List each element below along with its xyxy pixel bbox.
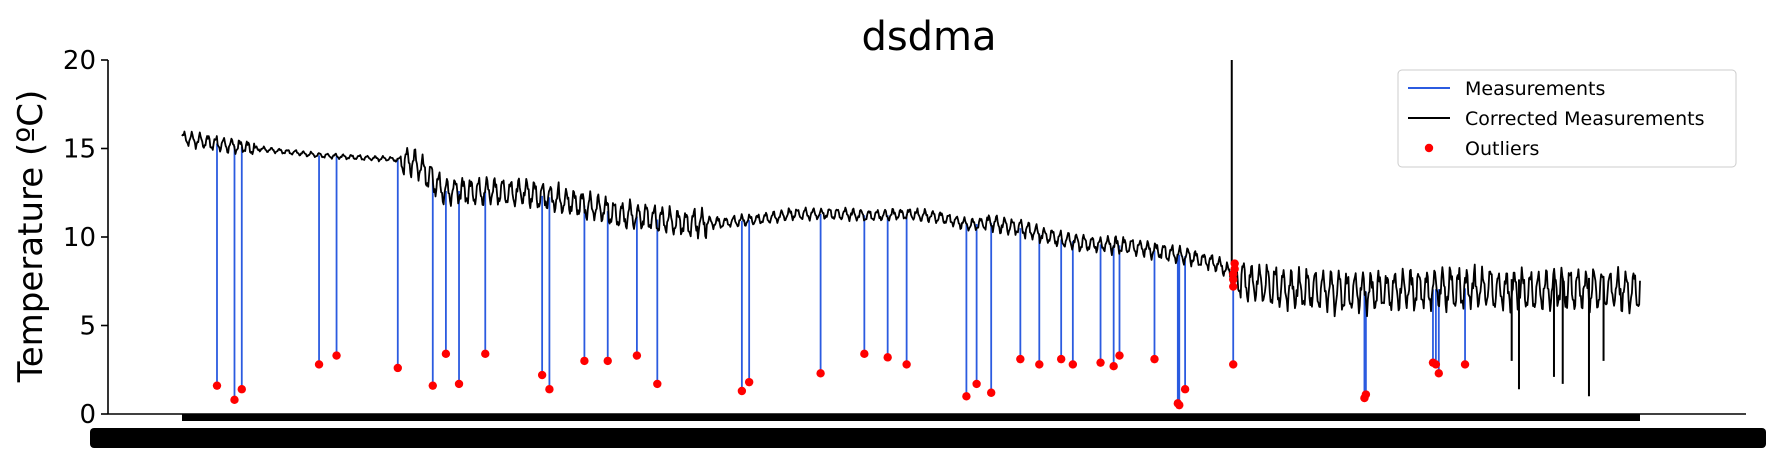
- outlier-point: [1035, 360, 1044, 369]
- outlier-point: [1096, 358, 1105, 367]
- outlier-point: [986, 388, 996, 397]
- outlier-point: [481, 349, 490, 359]
- outlier-point: [902, 360, 911, 369]
- y-axis: 0 5 10 15 20: [63, 46, 109, 430]
- outlier-point: [230, 395, 239, 405]
- outliers-series: [212, 259, 1470, 410]
- x-ticks-band: [182, 414, 1640, 421]
- legend-label: Measurements: [1465, 78, 1605, 100]
- outlier-point: [580, 356, 589, 366]
- outlier-point: [1431, 360, 1441, 369]
- outlier-point: [545, 385, 554, 394]
- outlier-point: [962, 392, 971, 401]
- outlier-point: [1229, 360, 1238, 369]
- y-axis-label: Temperature (ºC): [11, 90, 51, 383]
- outlier-point: [1180, 385, 1190, 394]
- outlier-point: [428, 381, 437, 390]
- outlier-point: [1056, 354, 1066, 364]
- outlier-point: [1068, 360, 1078, 369]
- outlier-point: [1361, 390, 1371, 399]
- x-axis: [90, 413, 1766, 448]
- outlier-point: [393, 363, 402, 373]
- y-tick-label: 5: [79, 312, 96, 342]
- outlier-point: [883, 353, 892, 362]
- outlier-point: [1230, 259, 1239, 268]
- outlier-point: [972, 379, 981, 389]
- legend-marker-outliers: [1424, 143, 1434, 153]
- outlier-point: [314, 360, 324, 369]
- legend-label: Outliers: [1465, 138, 1539, 160]
- corrected-measurements-series: [181, 60, 1641, 397]
- outlier-point: [1434, 369, 1443, 378]
- outlier-point: [1460, 360, 1470, 369]
- outlier-point: [454, 379, 464, 389]
- x-tick-labels-overlap: [90, 428, 1766, 448]
- outlier-point: [816, 369, 825, 378]
- outlier-point: [1229, 282, 1238, 291]
- outlier-point: [737, 386, 747, 396]
- outlier-point: [632, 351, 642, 360]
- y-tick-label: 0: [79, 400, 96, 430]
- outlier-point: [537, 370, 547, 380]
- outlier-point: [1150, 354, 1159, 364]
- measurements-series: [216, 143, 1466, 406]
- outlier-point: [332, 351, 341, 360]
- y-tick-label: 10: [63, 223, 96, 253]
- legend: Measurements Corrected Measurements Outlie…: [1397, 69, 1737, 168]
- outlier-point: [653, 379, 662, 389]
- legend-box: [1397, 69, 1737, 168]
- outlier-point: [212, 381, 222, 390]
- outlier-point: [744, 377, 754, 387]
- chart-title: dsdma: [861, 14, 996, 60]
- legend-label: Corrected Measurements: [1465, 108, 1704, 130]
- corrected-measurements-line: [181, 130, 1641, 318]
- y-tick-label: 15: [63, 135, 96, 165]
- outlier-point: [237, 385, 246, 394]
- outlier-point: [1115, 351, 1124, 360]
- outlier-point: [441, 349, 451, 359]
- outlier-point: [1109, 362, 1118, 371]
- outlier-point: [603, 356, 612, 366]
- outlier-point: [860, 349, 869, 359]
- outlier-point: [1175, 400, 1184, 410]
- y-tick-label: 20: [63, 46, 96, 76]
- outlier-point: [1016, 354, 1025, 364]
